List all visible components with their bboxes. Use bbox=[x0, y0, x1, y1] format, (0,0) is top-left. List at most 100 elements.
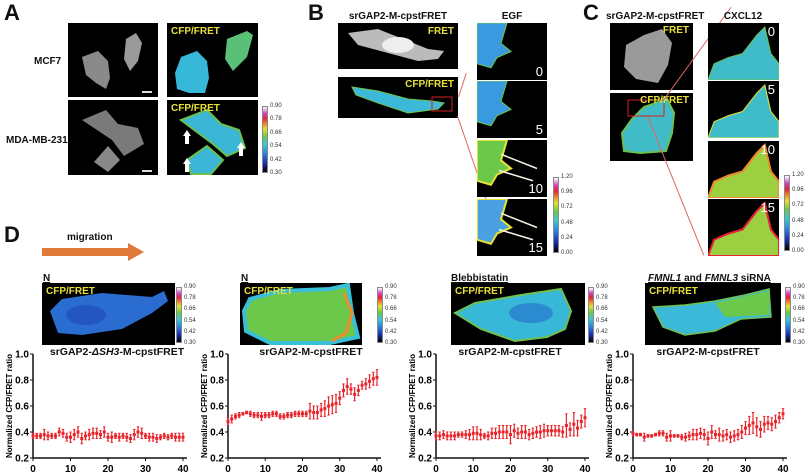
timelapse-frame: 15 bbox=[708, 199, 779, 256]
colorbar-d1 bbox=[176, 287, 182, 343]
data-point bbox=[468, 433, 472, 437]
data-point bbox=[72, 433, 76, 437]
row-label-mcf7: MCF7 bbox=[34, 56, 62, 67]
data-point bbox=[635, 433, 639, 437]
data-point bbox=[252, 413, 256, 417]
panel-b-label: B bbox=[308, 0, 324, 25]
mcf7-fret-image bbox=[68, 23, 158, 97]
data-point bbox=[714, 433, 717, 437]
y-axis-label: Normalized CFP/FRET ratio bbox=[605, 354, 614, 458]
overlay-label: CFP/FRET bbox=[171, 103, 220, 114]
x-tick-label: 0 bbox=[225, 464, 231, 475]
colorbar-tick-label: 0.90 bbox=[270, 103, 282, 109]
data-point bbox=[245, 411, 249, 414]
data-point bbox=[710, 430, 714, 434]
x-tick-label: 40 bbox=[371, 464, 383, 475]
data-point bbox=[95, 431, 99, 435]
data-point bbox=[546, 429, 550, 433]
condition-label-fmnl-sirna: FMNL1 and FMNL3 siRNA bbox=[648, 273, 771, 284]
data-point bbox=[140, 431, 144, 435]
y-tick-label: 0.6 bbox=[615, 402, 629, 413]
chart-2: 0.2 0.4 0.6 0.8 1.0 0 10 20 30 40 Normalized CFP/F… bbox=[200, 350, 383, 476]
colorbar-c bbox=[784, 175, 790, 251]
data-point bbox=[151, 435, 155, 439]
data-point bbox=[661, 431, 665, 435]
data-point bbox=[736, 433, 740, 437]
data-point bbox=[486, 434, 490, 438]
data-point bbox=[669, 434, 672, 438]
data-point bbox=[691, 433, 695, 437]
data-point bbox=[125, 435, 129, 439]
colorbar-tick-label: 0.66 bbox=[184, 306, 196, 313]
d1-cfp-fret-image: CFP/FRET bbox=[42, 283, 175, 345]
data-point bbox=[494, 431, 498, 435]
data-point bbox=[61, 431, 65, 435]
data-point bbox=[471, 431, 475, 435]
timelapse-frame: 10 bbox=[477, 140, 547, 197]
b-cfp-fret-image: CFP/FRET bbox=[338, 77, 458, 118]
data-point bbox=[375, 375, 379, 379]
y-tick-label: 0.2 bbox=[418, 454, 432, 465]
colorbar-tick-label: 0.90 bbox=[793, 284, 805, 290]
data-point bbox=[315, 411, 319, 414]
data-point bbox=[260, 414, 264, 418]
overlay-label: CFP/FRET bbox=[171, 26, 220, 37]
overlay-label: CFP/FRET bbox=[244, 286, 293, 297]
data-point bbox=[759, 427, 762, 431]
data-point bbox=[267, 413, 271, 417]
data-point bbox=[159, 435, 162, 439]
data-point bbox=[456, 433, 460, 437]
y-axis-label: Normalized CFP/FRET ratio bbox=[5, 354, 14, 458]
data-point bbox=[114, 434, 117, 438]
data-point bbox=[646, 434, 650, 438]
y-tick-label: 0.4 bbox=[418, 428, 432, 439]
chart-4: 0.2 0.4 0.6 0.8 1.0 0 10 20 30 40 Normalized CFP/F… bbox=[605, 350, 789, 476]
time-point-label: 5 bbox=[535, 122, 543, 137]
data-point bbox=[460, 433, 464, 437]
colorbar-tick-label: 0.66 bbox=[385, 306, 397, 313]
data-point bbox=[46, 434, 50, 438]
data-point bbox=[174, 435, 177, 439]
data-point bbox=[353, 392, 357, 396]
x-tick-label: 0 bbox=[630, 464, 636, 475]
data-point bbox=[766, 421, 770, 425]
data-point bbox=[482, 434, 486, 438]
data-point bbox=[91, 431, 95, 435]
y-tick-label: 1.0 bbox=[210, 350, 224, 361]
time-point-label: 15 bbox=[528, 240, 543, 255]
colorbar-tick-label: 0.96 bbox=[792, 187, 804, 194]
data-point bbox=[781, 412, 785, 416]
chart-3-title: srGAP2-M-cpstFRET bbox=[458, 346, 562, 358]
panel-a-label: A bbox=[4, 0, 20, 25]
chart-1-title: srGAP2-ΔSH3-M-cpstFRET bbox=[42, 346, 192, 358]
x-tick-label: 0 bbox=[30, 464, 36, 475]
data-point bbox=[31, 434, 35, 438]
data-point bbox=[650, 434, 654, 438]
x-tick-label: 20 bbox=[505, 464, 517, 475]
data-point bbox=[535, 430, 539, 434]
data-point bbox=[770, 422, 774, 426]
y-tick-label: 0.6 bbox=[418, 402, 432, 413]
data-point bbox=[35, 434, 39, 438]
data-point bbox=[538, 430, 542, 434]
data-point bbox=[732, 434, 736, 438]
data-point bbox=[121, 434, 125, 438]
data-point bbox=[237, 413, 241, 417]
colorbar-tick-label: 0.42 bbox=[385, 328, 397, 335]
data-point bbox=[274, 412, 278, 416]
colorbar-tick-label: 0.30 bbox=[793, 340, 805, 346]
data-point bbox=[248, 412, 252, 416]
data-point bbox=[69, 435, 72, 439]
data-point bbox=[631, 431, 635, 435]
data-point bbox=[345, 385, 349, 388]
colorbar-d3 bbox=[588, 287, 594, 343]
panel-c-title: srGAP2-M-cpstFRET bbox=[606, 11, 705, 22]
data-point bbox=[509, 433, 512, 437]
d3-cfp-fret-image: CFP/FRET bbox=[451, 283, 585, 345]
y-tick-label: 0.6 bbox=[15, 402, 29, 413]
colorbar-tick-label: 0.78 bbox=[184, 295, 196, 302]
data-point bbox=[516, 431, 520, 435]
mda-fret-image bbox=[68, 100, 158, 175]
colorbar-tick-label: 1.20 bbox=[792, 172, 804, 178]
